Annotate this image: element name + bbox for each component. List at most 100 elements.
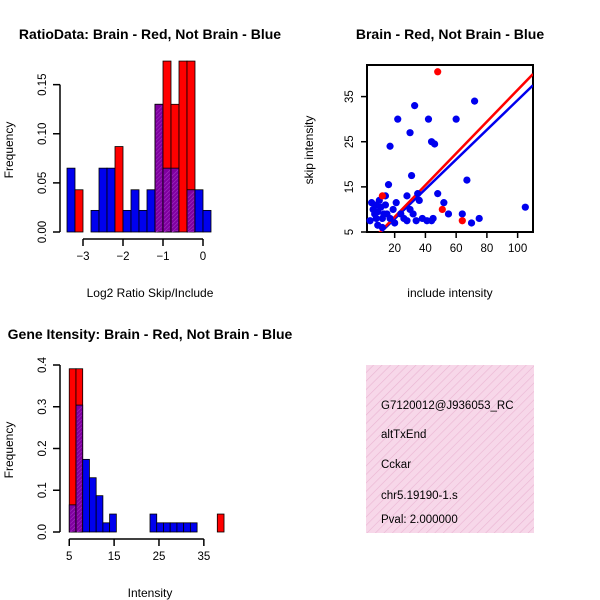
intensity-histogram-title: Gene Itensity: Brain - Red, Not Brain - …	[8, 326, 293, 342]
ratio-hist-hatch-line	[171, 221, 179, 229]
ratio-hist-bar-brain	[178, 60, 188, 233]
scatter-point-not-brain	[458, 210, 466, 218]
intensity-hist-bar-not-brain	[156, 522, 164, 533]
ratio-hist-bar-not-brain	[194, 189, 204, 233]
ratio-hist-hatch-line	[155, 150, 163, 157]
fit-line-red	[378, 73, 533, 232]
intensity-hist-hatch-line	[70, 510, 76, 516]
ratio-hist-hatch-line	[155, 174, 163, 181]
intensity-hist-hatch-line	[76, 494, 82, 501]
ratio-hist-hatch-line	[171, 213, 179, 221]
scatter-point-not-brain	[463, 176, 471, 184]
scatter-point-brain	[438, 205, 446, 214]
ratio-hist-bar-not-brain	[130, 189, 140, 233]
scatter-x-tick-label: 60	[450, 243, 463, 255]
ratio-hist-bar-not-brain	[98, 167, 108, 233]
intensity-hist-hatch-line	[76, 526, 82, 533]
ratio-hist-overlap-hatch	[163, 169, 171, 233]
intensity-hist-hatch-line	[76, 410, 82, 417]
intensity-hist-hatch-line	[76, 482, 82, 489]
intensity-hist-bar-not-brain	[183, 522, 191, 533]
ratio-hist-hatch-line	[171, 181, 179, 189]
ratio-hist-hatch-line	[155, 178, 163, 185]
scatter-plot-box	[366, 64, 534, 233]
ratio-hist-hatch-line	[163, 225, 171, 233]
intensity-hist-hatch-line	[76, 506, 82, 513]
scatter-point-not-brain	[389, 205, 397, 214]
scatter-y-tick-label: 15	[344, 180, 356, 193]
ratio-hist-hatch-line	[163, 229, 171, 233]
ratio-hist-hatch-line	[163, 189, 171, 197]
intensity-hist-hatch-line	[76, 430, 82, 437]
ratio-hist-hatch-line	[187, 227, 195, 233]
scatter-axes: 20 40 60 80 100 5 15 25 35	[344, 90, 527, 255]
intensity-hist-x-tick-label: 35	[197, 551, 210, 563]
ratio-hist-overlap-hatch	[155, 106, 163, 233]
scatter-point-not-brain	[467, 219, 476, 227]
intensity-hist-hatch-line	[76, 514, 82, 521]
intensity-hist-hatch-line	[76, 478, 82, 485]
intensity-hist-hatch-line	[70, 522, 76, 528]
intensity-histogram-xlabel: Intensity	[128, 586, 173, 600]
ratio-hist-hatch-line	[171, 169, 179, 177]
ratio-hist-hatch-line	[171, 177, 179, 185]
intensity-hist-overlap-hatch	[70, 506, 76, 533]
ratio-hist-hatch-line	[155, 198, 163, 205]
ratio-histogram-xlabel: Log2 Ratio Skip/Include	[87, 286, 214, 300]
intensity-hist-bar-not-brain	[89, 477, 97, 533]
intensity-histogram-bars	[68, 368, 225, 533]
ratio-hist-hatch-line	[187, 191, 195, 198]
ratio-hist-hatch-line	[171, 185, 179, 193]
intensity-hist-hatch-line	[76, 426, 82, 433]
ratio-hist-x-tick-label: −2	[116, 251, 129, 263]
intensity-hist-hatch-line	[76, 490, 82, 497]
ratio-hist-hatch-line	[163, 181, 171, 189]
ratio-hist-hatch-line	[155, 162, 163, 169]
ratio-hist-hatch-line	[155, 166, 163, 173]
ratio-hist-hatch-line	[155, 182, 163, 189]
intensity-hist-bar-not-brain	[82, 458, 90, 533]
ratio-hist-overlap-hatch	[171, 169, 179, 233]
scatter-point-not-brain	[403, 192, 411, 200]
ratio-hist-hatch-line	[155, 106, 163, 113]
scatter-point-not-brain	[384, 181, 393, 189]
ratio-hist-hatch-line	[163, 169, 171, 177]
info-panel: G7120012@J936053_RC altTxEnd Cckar chr5.…	[366, 365, 534, 533]
scatter-point-not-brain	[424, 115, 433, 123]
scatter-ylabel: skip intensity	[302, 116, 316, 185]
intensity-hist-bar-not-brain	[169, 522, 178, 533]
scatter-point-not-brain	[386, 214, 394, 223]
ratio-hist-hatch-line	[187, 195, 195, 202]
scatter-point-not-brain	[392, 199, 400, 207]
ratio-hist-bar-not-brain	[122, 209, 132, 233]
intensity-hist-x-tick-label: 5	[66, 551, 72, 563]
ratio-hist-hatch-line	[187, 219, 195, 226]
ratio-hist-overlap-hatch	[187, 191, 195, 233]
ratio-hist-bar-brain	[114, 146, 124, 233]
ratio-hist-hatch-line	[155, 122, 163, 129]
scatter-point-not-brain	[521, 203, 529, 211]
ratio-hist-hatch-line	[163, 217, 171, 225]
intensity-hist-hatch-line	[76, 474, 82, 481]
scatter-xlabel: include intensity	[407, 286, 492, 300]
intensity-hist-y-tick-label: 0.3	[37, 399, 49, 415]
intensity-hist-hatch-line	[70, 530, 76, 533]
intensity-hist-bar-not-brain	[102, 522, 111, 533]
ratio-hist-hatch-line	[155, 190, 163, 197]
ratio-hist-hatch-line	[171, 205, 179, 213]
ratio-hist-hatch-line	[155, 126, 163, 133]
scatter-point-not-brain	[391, 219, 399, 227]
scatter-point-not-brain	[470, 97, 479, 105]
ratio-hist-hatch-line	[171, 201, 179, 209]
ratio-hist-hatch-line	[163, 173, 171, 181]
scatter-point-not-brain	[431, 140, 439, 148]
ratio-hist-hatch-line	[155, 214, 163, 221]
scatter-point-brain	[434, 68, 442, 76]
intensity-hist-hatch-line	[76, 486, 82, 493]
scatter-point-not-brain	[406, 129, 414, 137]
ratio-hist-hatch-line	[163, 205, 171, 213]
intensity-hist-hatch-line	[76, 414, 82, 421]
ratio-histogram-ylabel: Frequency	[2, 122, 16, 179]
ratio-hist-hatch-line	[155, 158, 163, 165]
ratio-hist-hatch-line	[163, 185, 171, 193]
